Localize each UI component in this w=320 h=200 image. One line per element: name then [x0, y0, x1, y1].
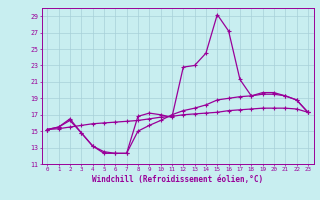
X-axis label: Windchill (Refroidissement éolien,°C): Windchill (Refroidissement éolien,°C): [92, 175, 263, 184]
